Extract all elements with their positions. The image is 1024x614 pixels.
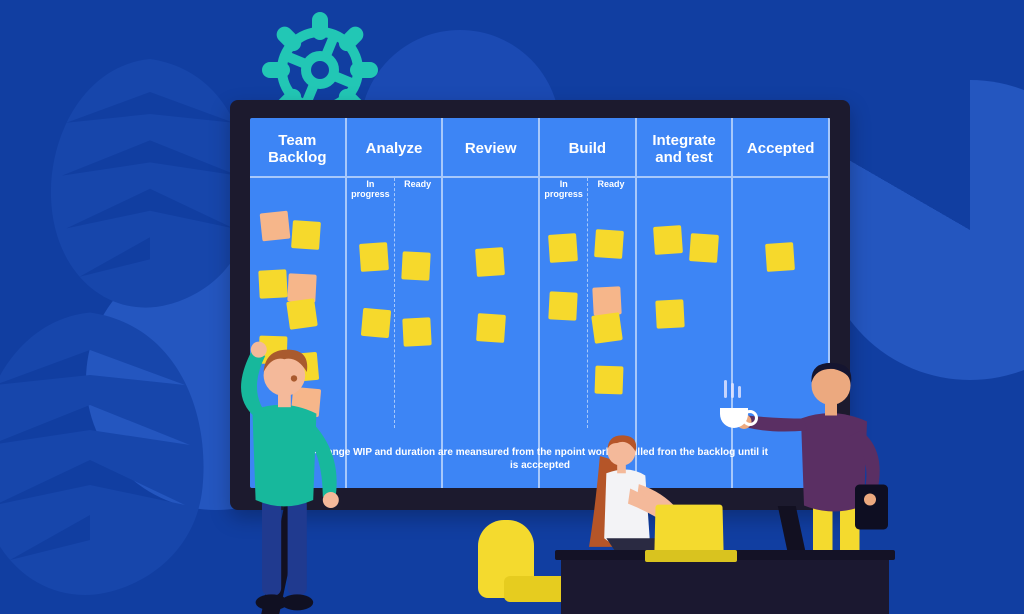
kanban-column-title: Accepted (733, 118, 828, 176)
sticky-note-icon (594, 229, 624, 259)
kanban-subcolumn-label: In progress (540, 178, 587, 204)
sticky-note-icon (291, 220, 321, 250)
kanban-column-review: Review (443, 118, 540, 488)
kanban-column-title: Review (443, 118, 538, 176)
sticky-note-icon (591, 312, 623, 344)
bg-leaf-icon (40, 40, 260, 320)
sticky-note-icon (653, 225, 683, 255)
steam-icon (724, 380, 744, 406)
sticky-note-icon (403, 317, 432, 346)
kanban-column-title: Analyze (347, 118, 442, 176)
kanban-subcolumn-label: Ready (587, 178, 634, 204)
kanban-subcolumn-label: In progress (347, 178, 394, 204)
sticky-note-icon (689, 233, 719, 263)
sticky-note-icon (259, 269, 288, 298)
sticky-note-icon (286, 299, 318, 331)
sticky-note-icon (655, 300, 684, 329)
bg-leaf-icon (0, 300, 220, 600)
sticky-note-icon (260, 211, 291, 242)
sticky-note-icon (765, 242, 795, 272)
person-left-icon (198, 338, 358, 614)
kanban-column-title: Build (540, 118, 635, 176)
sticky-note-icon (476, 313, 506, 343)
laptop-icon (645, 504, 737, 562)
sticky-note-icon (359, 242, 389, 272)
sticky-note-icon (401, 251, 430, 280)
sticky-note-icon (549, 291, 578, 320)
bg-pie-chart-icon (820, 80, 1024, 380)
sticky-note-icon (594, 366, 623, 395)
kanban-subcolumn-label: Ready (394, 178, 441, 204)
kanban-column-title: Team Backlog (250, 118, 345, 176)
infographic-canvas: Team BacklogAnalyzeIn progressReadyRevie… (0, 0, 1024, 614)
sticky-note-icon (361, 308, 391, 338)
sticky-note-icon (475, 247, 505, 277)
kanban-column-analyze: AnalyzeIn progressReady (347, 118, 444, 488)
kanban-column-title: Integrate and test (637, 118, 732, 176)
sticky-note-icon (549, 233, 579, 263)
